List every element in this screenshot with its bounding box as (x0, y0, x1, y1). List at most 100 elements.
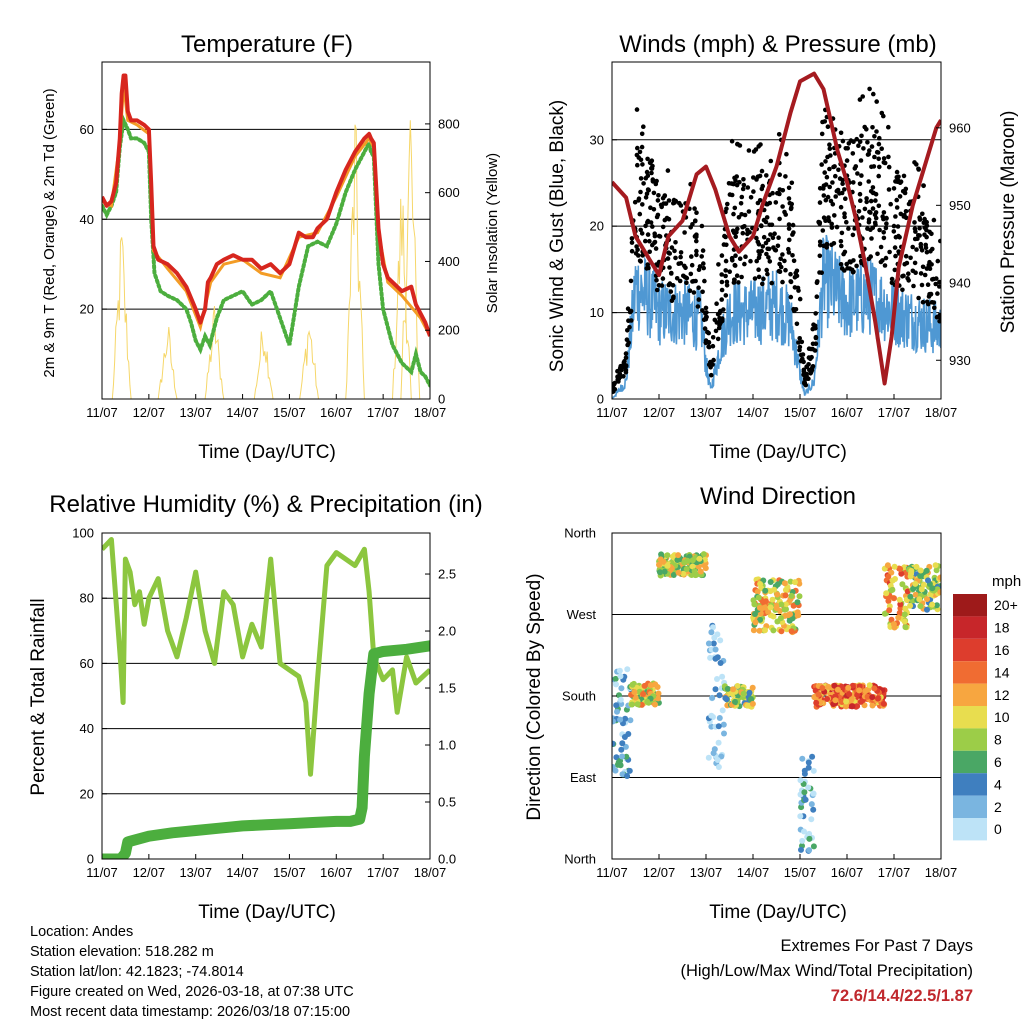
gust-point (823, 159, 828, 164)
direction-point (734, 683, 741, 689)
gust-point (763, 219, 769, 225)
gust-point (716, 262, 721, 267)
gust-point (791, 258, 797, 264)
gust-point (843, 196, 848, 201)
gust-point (621, 374, 626, 379)
gust-point (742, 212, 748, 218)
direction-point (808, 801, 815, 808)
gust-point (920, 264, 926, 270)
gust-point (876, 141, 882, 147)
gust-point (734, 174, 739, 179)
gust-point (751, 175, 756, 180)
gust-point (898, 211, 904, 217)
direction-point (831, 682, 838, 689)
direction-point (896, 596, 903, 603)
direction-x-tick-label: 13/07 (690, 865, 723, 880)
gust-point (636, 198, 641, 203)
direction-point (717, 637, 724, 644)
gust-point (660, 224, 666, 230)
direction-point (864, 693, 871, 700)
direction-point (625, 731, 632, 737)
direction-point (891, 595, 897, 602)
gust-point (858, 158, 864, 163)
temperature-y2-tick-label: 600 (438, 185, 460, 200)
gust-point (916, 295, 921, 301)
gust-point (886, 164, 892, 170)
gust-point (842, 211, 847, 216)
gust-point (857, 97, 863, 102)
gust-point (709, 372, 714, 378)
direction-point (937, 589, 941, 596)
direction-point (782, 592, 789, 599)
gust-point (699, 223, 705, 229)
gust-point (823, 182, 829, 187)
gust-point (777, 187, 783, 192)
direction-point (806, 847, 813, 854)
direction-point (802, 796, 809, 803)
direction-point (730, 686, 737, 693)
humidity-x-tick-label: 16/07 (320, 865, 353, 880)
direction-x-label: Time (Day/UTC) (709, 902, 847, 923)
gust-point (872, 154, 877, 160)
gust-point (662, 193, 667, 199)
gust-point (639, 231, 645, 236)
direction-point (910, 585, 917, 592)
gust-point (817, 242, 823, 248)
gust-point (868, 189, 874, 194)
direction-points (612, 551, 941, 854)
gust-point (629, 240, 635, 245)
gust-point (729, 138, 735, 144)
direction-point (711, 634, 718, 641)
direction-point (907, 602, 914, 609)
winds-y2-tick-label: 930 (949, 353, 971, 368)
gust-point (684, 280, 689, 286)
gust-point (659, 283, 665, 288)
colorbar-label: 12 (994, 687, 1010, 703)
colorbar-label: 18 (994, 620, 1010, 636)
direction-point (657, 556, 664, 563)
humidity-y2-tick-label: 0.5 (438, 795, 456, 810)
gust-point (654, 287, 660, 293)
gust-point (866, 256, 872, 262)
direction-point (808, 816, 815, 823)
gust-point (729, 192, 735, 198)
gust-point (776, 235, 781, 240)
direction-point (732, 698, 738, 705)
humidity-y2-tick-label: 0.0 (438, 852, 456, 867)
direction-point (616, 667, 623, 674)
gust-point (653, 246, 659, 251)
gust-point (754, 235, 759, 241)
gust-point (761, 276, 766, 282)
gust-point (813, 341, 819, 347)
direction-point (612, 767, 619, 774)
direction-point (631, 689, 638, 696)
winds-x-tick-label: 12/07 (643, 405, 676, 420)
direction-point (675, 569, 682, 576)
direction-y-tick-label: West (567, 607, 597, 622)
extremes-subtitle: (High/Low/Max Wind/Total Precipitation) (680, 962, 973, 980)
direction-point (720, 721, 727, 728)
gust-point (777, 269, 783, 275)
humidity-y2-tick-label: 2.0 (438, 624, 456, 639)
winds-y2-tick-label: 950 (949, 198, 971, 213)
gust-point (893, 253, 898, 259)
gust-point (682, 263, 687, 269)
direction-point (716, 715, 723, 721)
direction-point (617, 696, 624, 703)
direction-point (918, 586, 925, 593)
gust-point (664, 215, 670, 221)
direction-point (778, 601, 785, 608)
direction-point (856, 687, 863, 694)
gust-point (868, 198, 874, 204)
gust-point (840, 181, 845, 186)
direction-point (908, 570, 914, 577)
gust-point (829, 225, 835, 230)
gust-point (789, 201, 794, 207)
gust-point (736, 215, 742, 220)
direction-point (613, 702, 620, 709)
direction-point (715, 739, 722, 746)
gust-point (786, 185, 792, 191)
temperature-x-label: Time (Day/UTC) (198, 442, 336, 463)
gust-point (845, 146, 850, 151)
gust-point (647, 238, 652, 244)
